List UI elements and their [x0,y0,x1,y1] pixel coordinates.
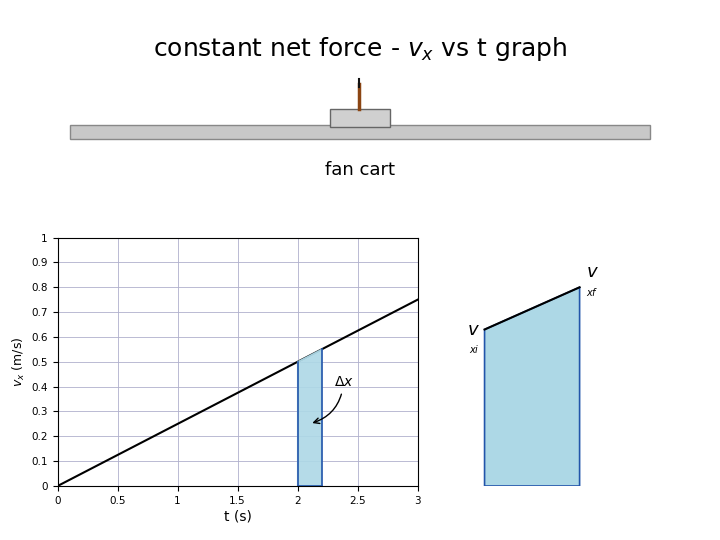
Bar [330,110,390,127]
Polygon shape [485,287,580,486]
Polygon shape [297,349,322,486]
Text: constant net force - $v_x$ vs t graph: constant net force - $v_x$ vs t graph [153,35,567,63]
Bar [70,125,650,139]
Text: $\Delta x$: $\Delta x$ [314,375,354,423]
Text: $_{xi}$: $_{xi}$ [469,342,480,356]
Text: fan cart: fan cart [325,161,395,179]
Text: $v$: $v$ [586,264,599,281]
X-axis label: t (s): t (s) [224,510,251,524]
Text: $v$: $v$ [467,321,480,339]
Text: $_{xf}$: $_{xf}$ [586,285,598,299]
Y-axis label: $v_x$ (m/s): $v_x$ (m/s) [11,336,27,387]
